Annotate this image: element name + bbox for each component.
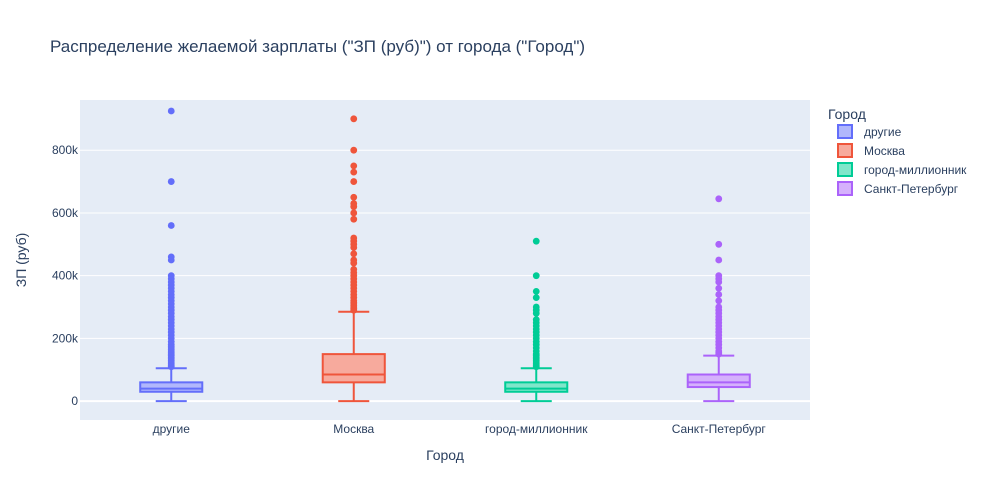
outlier-point [350,115,358,123]
y-axis-title: ЗП (руб) [13,233,29,288]
legend-item-label: другие [864,125,902,139]
outlier-point [715,272,723,280]
outlier-point [532,237,540,245]
y-tick-label: 400k [52,269,79,283]
outlier-point [167,272,175,280]
legend-swatch [837,181,853,196]
outlier-point [350,209,358,217]
outlier-point [715,256,723,264]
legend: Город другие Москва город-миллионник Санкт-… [828,106,967,196]
iqr-box [504,381,569,393]
chart-title: Распределение желаемой зарплаты ("ЗП (ру… [50,37,585,56]
x-tick-label: Санкт-Петербург [672,422,767,436]
outlier-point [350,178,358,185]
y-tick-label: 800k [52,143,79,157]
y-tick-label: 600k [52,206,79,220]
box-1 [139,107,204,403]
outlier-point [350,168,358,176]
y-tick-label: 200k [52,331,79,345]
outlier-point [167,107,175,115]
box-4 [686,195,751,403]
outlier-point [350,215,358,223]
outlier-point [350,162,358,170]
outlier-point [715,240,723,248]
outlier-point [350,256,358,264]
outlier-point [350,200,358,207]
outlier-point [715,291,723,298]
outlier-point [715,297,723,305]
y-tick-labels: 0 200k 400k 600k 800k [52,143,79,408]
x-tick-label: другие [153,422,191,436]
legend-swatch [837,162,853,177]
x-axis-title: Город [426,447,464,463]
y-tick-label: 0 [71,394,78,408]
x-tick-label: Москва [333,422,374,436]
legend-swatch [837,124,853,139]
legend-item-label: город-миллионник [864,163,967,177]
y-gridlines [80,149,810,403]
box-3 [504,237,569,403]
outlier-point [167,178,175,185]
plot-background [80,100,810,420]
box-2 [321,115,386,403]
outlier-point [350,250,358,258]
outlier-point [532,303,540,311]
outlier-point [350,234,358,242]
outlier-point [350,146,358,154]
outlier-point [532,294,540,302]
x-tick-label: город-миллионник [485,422,588,436]
outlier-point [350,193,358,201]
iqr-box [686,373,751,389]
legend-swatch [837,143,853,158]
iqr-box [321,353,386,384]
boxes-layer [139,107,751,403]
outlier-point [715,303,723,311]
legend-title: Город [828,106,866,122]
outlier-point [350,266,358,273]
outlier-point [167,222,175,229]
outlier-point [532,272,540,280]
outlier-point [532,316,540,324]
outlier-point [715,284,723,292]
legend-item-label: Москва [864,144,905,158]
x-tick-labels: другие Москва город-миллионник Санкт-Петерб… [153,422,767,436]
outlier-point [167,253,175,261]
iqr-box [139,381,204,393]
legend-item-label: Санкт-Петербург [864,182,959,196]
outlier-point [532,287,540,295]
outlier-point [715,195,723,203]
